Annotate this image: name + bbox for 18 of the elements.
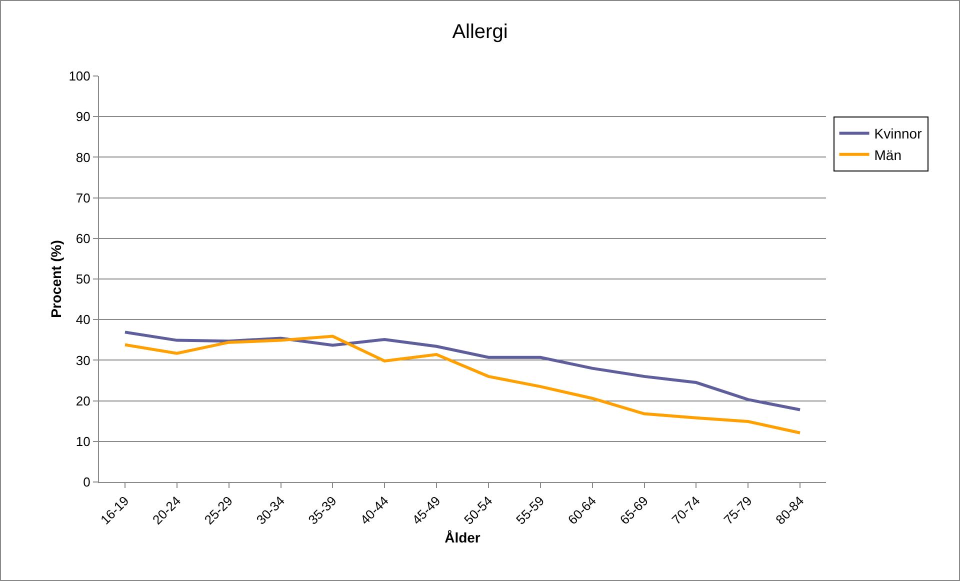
legend-label: Kvinnor bbox=[874, 126, 922, 142]
y-tick-label: 0 bbox=[83, 474, 90, 490]
y-tick-label: 80 bbox=[76, 150, 90, 165]
line-series bbox=[123, 330, 802, 412]
chart-title: Allergi bbox=[452, 21, 508, 44]
legend-label: Män bbox=[874, 146, 902, 163]
y-tick-label: 70 bbox=[76, 190, 90, 206]
line-series bbox=[123, 334, 802, 434]
y-tick-label: 50 bbox=[76, 272, 90, 287]
y-tick-label: 60 bbox=[76, 230, 90, 246]
y-tick-label: 90 bbox=[76, 109, 90, 124]
y-axis-title: Procent (%) bbox=[48, 240, 64, 318]
y-tick-label: 10 bbox=[76, 434, 90, 449]
x-axis-title: Ålder bbox=[444, 529, 481, 546]
y-tick-label: 30 bbox=[76, 352, 90, 368]
y-tick-label: 20 bbox=[76, 393, 90, 408]
y-tick-label: 100 bbox=[68, 68, 90, 84]
y-tick-label: 40 bbox=[76, 312, 90, 328]
